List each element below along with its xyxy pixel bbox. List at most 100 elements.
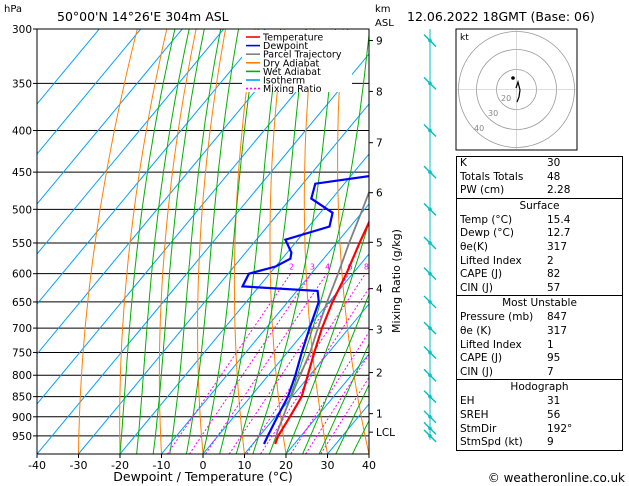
- temperature-tick-label: -20: [111, 459, 129, 472]
- mixing-ratio-line: [188, 273, 312, 454]
- wind-marker: [428, 300, 432, 304]
- wind-marker: [428, 426, 432, 431]
- km-tick-label: 5: [376, 237, 383, 249]
- asl-label: ASL: [375, 18, 394, 29]
- mixing-ratio-line: [260, 287, 369, 454]
- wet-adiabat-line: [119, 29, 176, 454]
- hodograph-ring-label: 20: [501, 94, 511, 103]
- wind-marker: [428, 38, 432, 43]
- index-value: 192°: [547, 422, 573, 435]
- index-value: 56: [547, 408, 561, 421]
- index-row: Lifted Index 1: [457, 339, 622, 353]
- legend-label: Dry Adiabat: [263, 58, 320, 69]
- index-label: EH: [460, 395, 475, 408]
- index-label: CAPE (J): [460, 268, 503, 281]
- pressure-tick-label: 500: [12, 204, 32, 216]
- index-label: Temp (°C): [460, 213, 513, 226]
- pressure-tick-label: 600: [12, 269, 32, 281]
- index-value: 2.28: [547, 184, 571, 197]
- isotherm-line: [161, 203, 369, 454]
- series-temperature: [274, 219, 369, 445]
- index-row: Pressure (mb) 847: [457, 311, 622, 325]
- isotherm-line: [37, 53, 369, 454]
- index-value: 847: [547, 311, 568, 324]
- index-label: Totals Totals: [460, 170, 524, 183]
- pressure-tick-label: 650: [12, 297, 32, 309]
- index-row: Dewp (°C) 12.7: [457, 227, 622, 241]
- isotherm-line: [37, 29, 100, 105]
- temperature-tick-label: 0: [200, 459, 207, 472]
- temperature-tick-label: 20: [279, 459, 293, 472]
- wet-adiabat-line: [235, 29, 307, 454]
- index-row: CIN (J) 57: [457, 282, 622, 296]
- wet-adiabat-line: [202, 29, 259, 454]
- wet-adiabat-line: [252, 29, 337, 454]
- index-value: 48: [547, 170, 561, 183]
- pressure-tick-label: 450: [12, 167, 32, 179]
- index-value: 12.7: [547, 227, 571, 240]
- index-row: CIN (J) 7: [457, 366, 622, 380]
- index-label: CAPE (J): [460, 352, 503, 365]
- datetime-title: 12.06.2022 18GMT (Base: 06): [407, 9, 595, 24]
- index-value: 317: [547, 324, 568, 337]
- wind-marker: [428, 207, 432, 212]
- storm-motion-marker: [511, 76, 515, 80]
- km-tick-label: 4: [376, 284, 383, 296]
- dry-adiabat-line: [233, 29, 256, 454]
- legend-label: Wet Adiabat: [263, 67, 321, 78]
- wind-marker: [428, 394, 432, 399]
- temperature-tick-label: 40: [362, 459, 376, 472]
- index-label: θe(K): [460, 240, 488, 253]
- index-label: Pressure (mb): [460, 311, 534, 324]
- index-row: PW (cm) 2.28: [457, 184, 622, 198]
- wet-adiabat-line: [169, 29, 222, 454]
- index-row: SREH 56: [457, 409, 622, 423]
- pressure-tick-label: 350: [12, 78, 32, 90]
- wet-adiabat-line: [335, 383, 369, 454]
- index-label: Lifted Index: [460, 338, 522, 351]
- temperature-tick-label: -30: [70, 459, 88, 472]
- pressure-tick-label: 700: [12, 323, 32, 335]
- pressure-tick-label: 750: [12, 347, 32, 359]
- km-tick-label: LCL: [376, 427, 395, 439]
- x-axis-label: Dewpoint / Temperature (°C): [113, 469, 292, 484]
- km-tick-label: 1: [376, 409, 383, 421]
- index-label: StmDir: [460, 422, 497, 435]
- mixing-ratio-label: 10: [374, 263, 384, 272]
- mixing-ratio-label: 2: [289, 263, 294, 272]
- mixing-ratio-line: [290, 331, 369, 454]
- hodograph-title: Hodograph: [510, 381, 569, 394]
- km-label: km: [375, 4, 391, 15]
- index-row: StmSpd (kt) 9: [457, 436, 622, 450]
- mixing-ratio-line: [205, 273, 328, 454]
- y-axis-label-right: Mixing Ratio (g/kg): [390, 229, 403, 333]
- wind-marker: [428, 128, 432, 133]
- index-value: 31: [547, 395, 561, 408]
- index-value: 57: [547, 281, 561, 294]
- index-value: 82: [547, 268, 561, 281]
- mixing-ratio-label: 20: [417, 263, 427, 272]
- hodograph-trace: [515, 79, 521, 103]
- wet-adiabat-line: [318, 342, 369, 454]
- mixing-ratio-line: [166, 273, 292, 454]
- index-value: 9: [547, 436, 554, 449]
- index-value: 95: [547, 352, 561, 365]
- mixing-ratio-line: [320, 376, 369, 454]
- wind-marker: [428, 434, 432, 438]
- index-row: Totals Totals 48: [457, 171, 622, 185]
- km-tick-label: 6: [376, 188, 383, 200]
- pressure-tick-label: 400: [12, 126, 32, 138]
- legend-label: Temperature: [262, 33, 323, 44]
- legend-label: Dewpoint: [263, 41, 308, 52]
- surface-section: Surface Temp (°C) 15.4 Dewp (°C) 12.7 θe(K) 3…: [457, 197, 622, 296]
- index-label: SREH: [460, 408, 489, 421]
- mixing-ratio-line: [305, 353, 369, 454]
- pressure-tick-label: 550: [12, 238, 32, 250]
- dry-adiabat-line: [337, 29, 369, 454]
- series-parcel-trajectory: [274, 189, 369, 445]
- wet-adiabat-line: [219, 29, 282, 454]
- index-label: K: [460, 157, 467, 169]
- index-row: EH 31: [457, 395, 622, 409]
